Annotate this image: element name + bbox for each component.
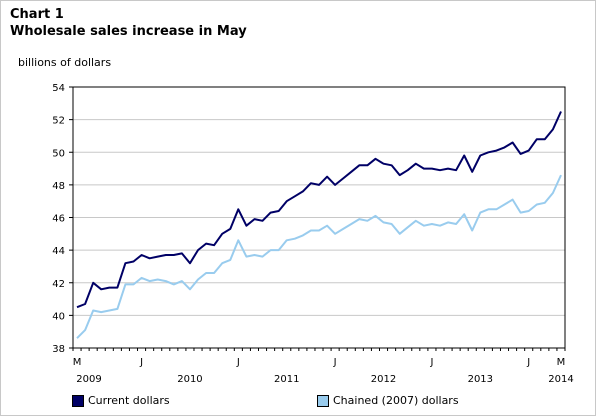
y-axis-ticks: 38 40 42 44 46 48 50 52 54 — [52, 83, 73, 355]
legend-swatch-chained-dollars — [317, 394, 329, 407]
y-tick-label-50: 50 — [52, 148, 65, 159]
y-tick-label-52: 52 — [52, 116, 65, 127]
y-tick-label-48: 48 — [52, 181, 65, 192]
title-block: Chart 1 Wholesale sales increase in May — [10, 6, 247, 40]
chart-number: Chart 1 — [10, 7, 64, 22]
x-month-label-4: J — [429, 357, 433, 368]
x-year-label-2009: 2009 — [76, 374, 101, 385]
series-line-current-dollars — [76, 111, 562, 309]
x-year-label-2012: 2012 — [371, 374, 396, 385]
x-month-label-0: M — [73, 357, 82, 368]
x-month-label-2: J — [236, 357, 240, 368]
legend: Current dollars Chained (2007) dollars — [72, 394, 592, 410]
x-year-label-2013: 2013 — [468, 374, 493, 385]
y-tick-label-40: 40 — [52, 311, 65, 322]
x-month-label-3: J — [333, 357, 337, 368]
x-year-label-2010: 2010 — [177, 374, 202, 385]
legend-item-chained-dollars: Chained (2007) dollars — [317, 394, 459, 407]
x-month-label-1: J — [139, 357, 143, 368]
series-line-chained-dollars — [76, 174, 562, 339]
legend-swatch-current-dollars — [72, 394, 84, 407]
y-tick-label-42: 42 — [52, 279, 65, 290]
line-chart: 38 40 42 44 46 48 50 52 54 M J J J J J M 2009 2010 2011 20… — [52, 83, 574, 385]
legend-label-current-dollars: Current dollars — [88, 394, 170, 407]
legend-item-current-dollars: Current dollars — [72, 394, 170, 407]
chart-title: Wholesale sales increase in May — [10, 24, 247, 39]
x-axis-ticks: M J J J J J M 2009 2010 2011 2012 2013 2014 — [72, 348, 574, 385]
x-year-label-2014: 2014 — [548, 374, 573, 385]
series-lines — [76, 111, 562, 339]
grid-lines — [73, 119, 565, 316]
y-tick-label-38: 38 — [52, 344, 65, 355]
y-axis-unit-label: billions of dollars — [18, 56, 112, 69]
y-tick-label-46: 46 — [52, 214, 65, 225]
y-tick-label-54: 54 — [52, 83, 65, 94]
x-month-label-5: J — [526, 357, 530, 368]
x-month-label-6: M — [557, 357, 566, 368]
legend-label-chained-dollars: Chained (2007) dollars — [333, 394, 459, 407]
y-tick-label-44: 44 — [52, 246, 65, 257]
x-year-label-2011: 2011 — [274, 374, 299, 385]
